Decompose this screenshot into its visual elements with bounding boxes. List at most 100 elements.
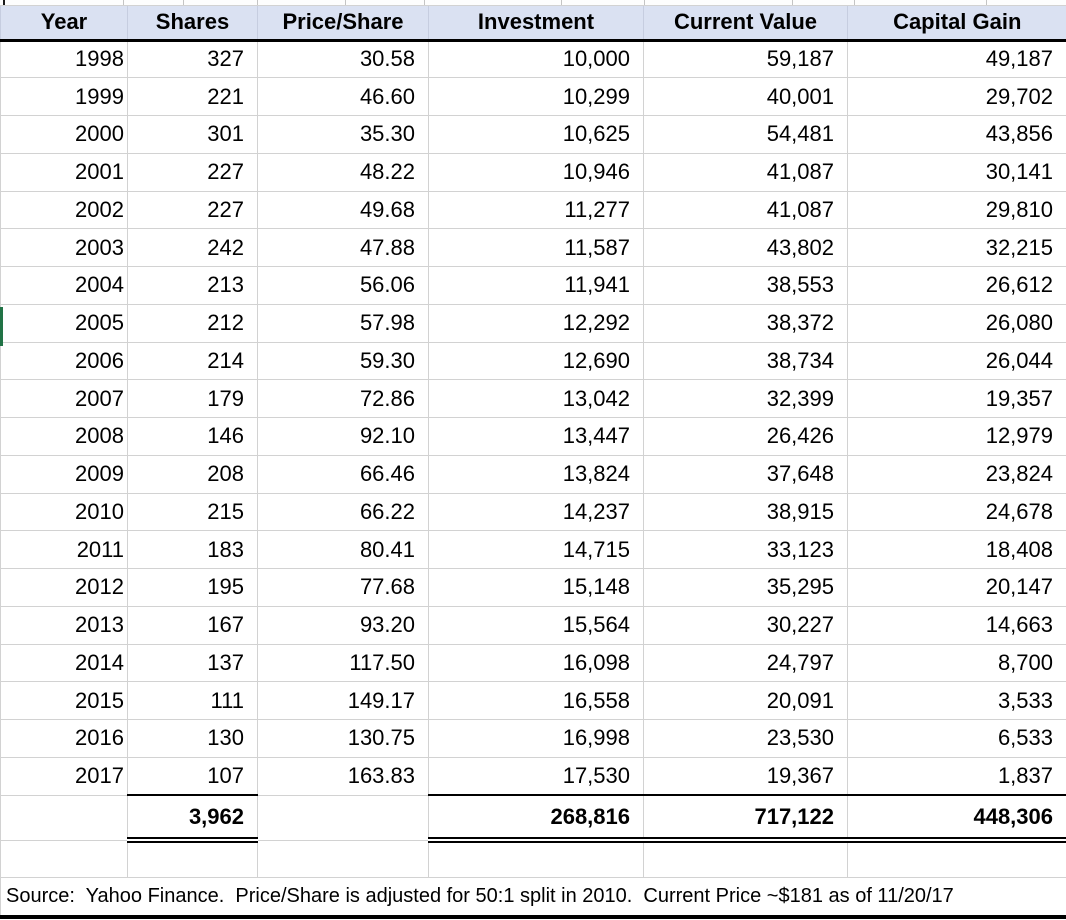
cell-price-share[interactable]: 80.41	[257, 530, 429, 569]
cell-total-investment[interactable]: 268,816	[428, 794, 644, 843]
cell-year[interactable]: 2008	[0, 417, 128, 456]
cell-current-value[interactable]: 35,295	[643, 568, 848, 607]
cell-empty[interactable]	[428, 840, 644, 878]
cell-shares[interactable]: 212	[127, 304, 258, 343]
cell-investment[interactable]: 15,148	[428, 568, 644, 607]
cell-capital-gain[interactable]: 26,044	[847, 342, 1066, 381]
cell-price-share[interactable]: 93.20	[257, 606, 429, 645]
cell-shares[interactable]: 214	[127, 342, 258, 381]
cell-year[interactable]: 2016	[0, 719, 128, 758]
cell-year[interactable]: 2011	[0, 530, 128, 569]
cell-current-value[interactable]: 43,802	[643, 228, 848, 267]
cell-shares[interactable]: 221	[127, 77, 258, 116]
cell-current-value[interactable]: 54,481	[643, 115, 848, 154]
column-header-investment[interactable]: Investment	[428, 6, 644, 42]
cell-year[interactable]: 2001	[0, 153, 128, 192]
cell-totals-year-empty[interactable]	[0, 794, 128, 841]
cell-capital-gain[interactable]: 12,979	[847, 417, 1066, 456]
cell-price-share[interactable]: 149.17	[257, 681, 429, 720]
cell-investment[interactable]: 10,625	[428, 115, 644, 154]
cell-year[interactable]: 2010	[0, 493, 128, 532]
cell-current-value[interactable]: 30,227	[643, 606, 848, 645]
cell-capital-gain[interactable]: 6,533	[847, 719, 1066, 758]
cell-current-value[interactable]: 38,734	[643, 342, 848, 381]
cell-shares[interactable]: 130	[127, 719, 258, 758]
cell-investment[interactable]: 13,042	[428, 379, 644, 418]
cell-price-share[interactable]: 48.22	[257, 153, 429, 192]
cell-investment[interactable]: 16,998	[428, 719, 644, 758]
source-note-cell[interactable]: Source: Yahoo Finance. Price/Share is ad…	[0, 877, 1066, 919]
cell-capital-gain[interactable]: 1,837	[847, 757, 1066, 796]
cell-capital-gain[interactable]: 19,357	[847, 379, 1066, 418]
cell-current-value[interactable]: 19,367	[643, 757, 848, 796]
cell-price-share[interactable]: 66.22	[257, 493, 429, 532]
cell-year[interactable]: 2015	[0, 681, 128, 720]
column-header-price-share[interactable]: Price/Share	[257, 6, 429, 42]
cell-price-share[interactable]: 92.10	[257, 417, 429, 456]
cell-shares[interactable]: 167	[127, 606, 258, 645]
cell-capital-gain[interactable]: 20,147	[847, 568, 1066, 607]
cell-current-value[interactable]: 38,553	[643, 266, 848, 305]
cell-shares[interactable]: 183	[127, 530, 258, 569]
cell-empty[interactable]	[0, 840, 128, 878]
cell-year[interactable]: 2017	[0, 757, 128, 796]
cell-investment[interactable]: 10,946	[428, 153, 644, 192]
cell-current-value[interactable]: 41,087	[643, 191, 848, 230]
cell-price-share[interactable]: 117.50	[257, 644, 429, 683]
cell-year[interactable]: 2007	[0, 379, 128, 418]
cell-shares[interactable]: 227	[127, 153, 258, 192]
cell-year[interactable]: 2003	[0, 228, 128, 267]
cell-capital-gain[interactable]: 30,141	[847, 153, 1066, 192]
cell-capital-gain[interactable]: 14,663	[847, 606, 1066, 645]
cell-year[interactable]: 2014	[0, 644, 128, 683]
cell-shares[interactable]: 215	[127, 493, 258, 532]
cell-capital-gain[interactable]: 8,700	[847, 644, 1066, 683]
cell-price-share[interactable]: 77.68	[257, 568, 429, 607]
cell-capital-gain[interactable]: 3,533	[847, 681, 1066, 720]
cell-investment[interactable]: 12,690	[428, 342, 644, 381]
cell-price-share[interactable]: 30.58	[257, 40, 429, 79]
cell-current-value[interactable]: 20,091	[643, 681, 848, 720]
cell-shares[interactable]: 137	[127, 644, 258, 683]
cell-capital-gain[interactable]: 26,612	[847, 266, 1066, 305]
cell-investment[interactable]: 14,715	[428, 530, 644, 569]
cell-capital-gain[interactable]: 43,856	[847, 115, 1066, 154]
cell-totals-price-empty[interactable]	[257, 794, 429, 841]
cell-total-current-value[interactable]: 717,122	[643, 794, 848, 843]
cell-current-value[interactable]: 40,001	[643, 77, 848, 116]
cell-current-value[interactable]: 59,187	[643, 40, 848, 79]
column-header-year[interactable]: Year	[0, 6, 128, 42]
cell-investment[interactable]: 10,299	[428, 77, 644, 116]
cell-shares[interactable]: 213	[127, 266, 258, 305]
cell-investment[interactable]: 11,277	[428, 191, 644, 230]
cell-shares[interactable]: 227	[127, 191, 258, 230]
cell-empty[interactable]	[127, 840, 258, 878]
column-header-current-value[interactable]: Current Value	[643, 6, 848, 42]
cell-shares[interactable]: 111	[127, 681, 258, 720]
cell-current-value[interactable]: 37,648	[643, 455, 848, 494]
cell-investment[interactable]: 13,447	[428, 417, 644, 456]
cell-price-share[interactable]: 66.46	[257, 455, 429, 494]
cell-capital-gain[interactable]: 24,678	[847, 493, 1066, 532]
cell-current-value[interactable]: 33,123	[643, 530, 848, 569]
cell-price-share[interactable]: 56.06	[257, 266, 429, 305]
cell-investment[interactable]: 16,558	[428, 681, 644, 720]
cell-capital-gain[interactable]: 29,702	[847, 77, 1066, 116]
cell-shares[interactable]: 327	[127, 40, 258, 79]
cell-price-share[interactable]: 46.60	[257, 77, 429, 116]
cell-price-share[interactable]: 57.98	[257, 304, 429, 343]
cell-current-value[interactable]: 26,426	[643, 417, 848, 456]
cell-price-share[interactable]: 49.68	[257, 191, 429, 230]
cell-year[interactable]: 1998	[0, 40, 128, 79]
cell-price-share[interactable]: 72.86	[257, 379, 429, 418]
cell-current-value[interactable]: 41,087	[643, 153, 848, 192]
cell-empty[interactable]	[847, 840, 1066, 878]
cell-total-shares[interactable]: 3,962	[127, 794, 258, 843]
cell-price-share[interactable]: 35.30	[257, 115, 429, 154]
cell-year[interactable]: 2004	[0, 266, 128, 305]
cell-shares[interactable]: 242	[127, 228, 258, 267]
cell-empty[interactable]	[643, 840, 848, 878]
cell-capital-gain[interactable]: 29,810	[847, 191, 1066, 230]
cell-price-share[interactable]: 130.75	[257, 719, 429, 758]
cell-current-value[interactable]: 38,915	[643, 493, 848, 532]
